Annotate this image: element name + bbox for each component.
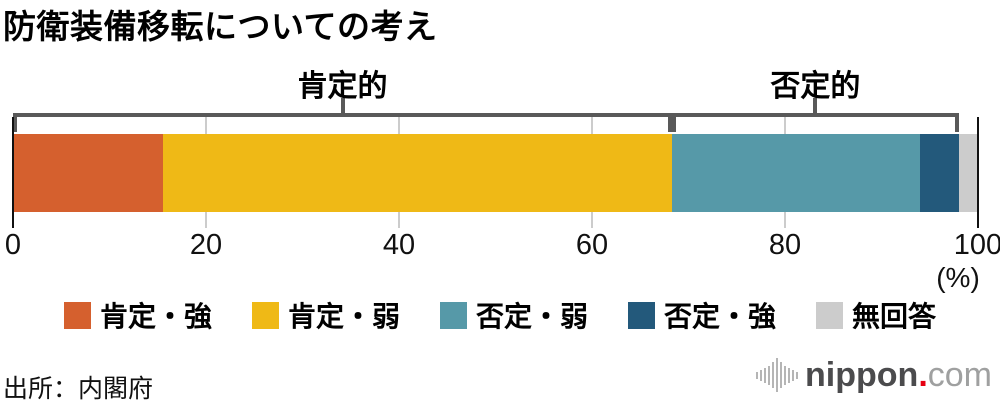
group-bracket-1 [13,113,673,132]
source-note: 出所：内閣府 [3,375,154,403]
legend-swatch-3 [439,301,467,329]
legend-label-4: 否定・強 [664,301,777,332]
legend-item-4: 否定・強 [628,295,776,335]
tick-label-0: 0 [4,229,22,261]
logo-brand-text: nippon [805,356,919,394]
soundwave-bar-4 [768,365,771,385]
logo-dot: . [918,356,928,394]
legend-swatch-5 [816,301,844,329]
tick-label-100: 100 [953,229,1000,261]
tick-label-60: 60 [575,229,609,261]
axis-line-0 [12,117,14,228]
bar-segment-4 [920,134,959,212]
bar-segment-5 [958,134,978,212]
legend-item-5: 無回答 [816,295,936,335]
bar-segment-3 [672,134,921,212]
legend-item-3: 否定・弱 [439,295,588,335]
tick-label-80: 80 [768,229,802,261]
logo-tld-text: com [927,356,992,394]
legend-item-1: 肯定・強 [63,295,212,335]
soundwave-bar-6 [776,358,779,392]
soundwave-bar-3 [764,367,767,383]
nippon-logo-text: nippon.com [805,356,992,394]
axis-line-100 [977,117,979,228]
soundwave-bar-11 [796,371,799,379]
soundwave-bar-7 [780,362,783,388]
legend-label-5: 無回答 [852,301,937,332]
group-bracket-2 [672,113,959,132]
group-bracket-label-1: 肯定的 [297,70,388,103]
legend-label-1: 肯定・強 [99,301,212,332]
legend-label-2: 肯定・弱 [287,301,400,332]
legend: 肯定・強 肯定・弱 否定・弱 否定・強 無回答 [0,295,1000,335]
nippon-logo: nippon.com [756,352,992,398]
legend-swatch-4 [628,301,655,329]
soundwave-bar-5 [772,362,775,388]
stacked-bar [13,134,978,212]
soundwave-icon [756,356,799,394]
group-bracket-nub-1 [340,98,345,114]
group-bracket-label-2: 否定的 [770,70,861,103]
legend-item-2: 肯定・弱 [251,295,400,335]
legend-swatch-2 [251,301,279,329]
bar-segment-2 [162,134,673,212]
chart-title: 防衛装備移転についての考え [3,8,438,45]
tick-label-20: 20 [189,229,223,261]
legend-label-3: 否定・弱 [475,301,588,332]
legend-swatch-1 [63,301,91,329]
bar-segment-1 [13,134,163,212]
soundwave-bar-10 [792,369,795,381]
soundwave-bar-9 [788,367,791,383]
soundwave-bar-2 [760,369,763,381]
tick-label-40: 40 [382,229,416,261]
group-bracket-nub-2 [813,98,818,114]
x-axis-unit-label: (%) [936,262,980,293]
soundwave-bar-1 [756,371,759,379]
soundwave-bar-8 [784,365,787,385]
